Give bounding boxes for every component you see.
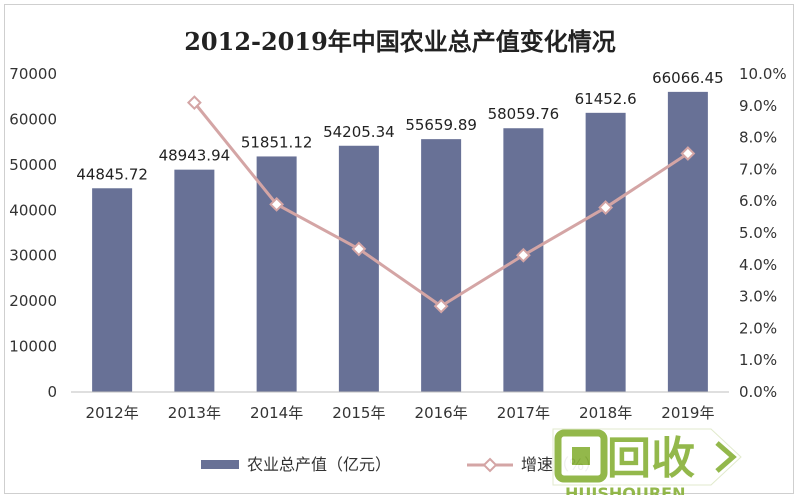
line-point [433, 298, 449, 314]
line-series [186, 95, 696, 314]
x-tick-label: 2012年 [86, 404, 139, 422]
bar [421, 139, 462, 392]
watermark-latin: HUISHOUREN [565, 484, 685, 495]
left-tick-label: 50000 [9, 156, 57, 174]
left-tick-label: 0 [47, 383, 57, 401]
left-tick-label: 10000 [9, 338, 57, 356]
bar [92, 188, 133, 392]
right-tick-label: 5.0% [739, 224, 777, 242]
watermark-logo: 回收 HUISHOUREN [552, 428, 742, 495]
bar-data-label: 61452.6 [575, 90, 637, 108]
bar-data-labels: 44845.72 48943.94 51851.12 54205.34 55659.89… [76, 69, 723, 183]
line-point [269, 196, 285, 212]
bar-data-label: 54205.34 [323, 123, 395, 141]
bar-data-label: 55659.89 [405, 116, 477, 134]
right-tick-label: 1.0% [739, 351, 777, 369]
right-tick-label: 0.0% [739, 383, 777, 401]
left-axis-ticks: 0 10000 20000 30000 40000 50000 60000 70000 [9, 65, 57, 401]
bar [338, 145, 379, 392]
bar-series [92, 91, 708, 392]
x-tick-label: 2014年 [250, 404, 303, 422]
right-tick-label: 8.0% [739, 129, 777, 147]
right-tick-label: 10.0% [739, 65, 787, 83]
legend-line-marker [482, 457, 498, 473]
x-tick-label: 2016年 [415, 404, 468, 422]
bar-data-label: 48943.94 [159, 147, 231, 165]
left-tick-label: 30000 [9, 247, 57, 265]
x-axis-ticks: 2012年 2013年 2014年 2015年 2016年 2017年 2018年 2019年 [86, 404, 715, 422]
bar-data-label: 51851.12 [241, 133, 313, 151]
bar [585, 112, 626, 392]
chart-frame: 2012-2019年中国农业总产值变化情况 0 10000 20000 30000 40… [4, 4, 794, 495]
legend-bar-label: 农业总产值（亿元） [247, 455, 391, 474]
bar-data-label: 44845.72 [76, 165, 148, 183]
bar [256, 156, 297, 392]
left-tick-label: 60000 [9, 110, 57, 128]
line-point [680, 146, 696, 161]
chart-title: 2012-2019年中国农业总产值变化情况 [184, 27, 616, 56]
right-axis-ticks: 0.0% 1.0% 2.0% 3.0% 4.0% 5.0% 6.0% 7.0% 8.0% 9.0%… [739, 65, 787, 401]
legend: 农业总产值（亿元） 增速（%） [201, 455, 600, 474]
x-tick-label: 2013年 [168, 404, 221, 422]
right-tick-label: 7.0% [739, 160, 777, 178]
line-point [515, 247, 531, 263]
left-tick-label: 40000 [9, 201, 57, 219]
right-tick-label: 2.0% [739, 319, 777, 337]
left-tick-label: 20000 [9, 292, 57, 310]
line-point [186, 95, 202, 111]
right-tick-label: 3.0% [739, 288, 777, 306]
bar-data-label: 58059.76 [488, 105, 560, 123]
x-tick-label: 2017年 [497, 404, 550, 422]
legend-bar-swatch [201, 460, 239, 469]
x-tick-label: 2018年 [579, 404, 632, 422]
chart-svg: 2012-2019年中国农业总产值变化情况 0 10000 20000 30000 40… [9, 27, 787, 495]
right-tick-label: 4.0% [739, 256, 777, 274]
x-tick-label: 2015年 [332, 404, 385, 422]
bar [667, 91, 708, 392]
line-point [598, 200, 614, 215]
bar [174, 169, 215, 392]
line-point [351, 241, 367, 257]
watermark-brand: 回收 [607, 433, 695, 484]
left-tick-label: 70000 [9, 65, 57, 83]
x-tick-label: 2019年 [661, 404, 714, 422]
bar-data-label: 66066.45 [652, 69, 724, 87]
right-tick-label: 6.0% [739, 192, 777, 210]
right-tick-label: 9.0% [739, 97, 777, 115]
